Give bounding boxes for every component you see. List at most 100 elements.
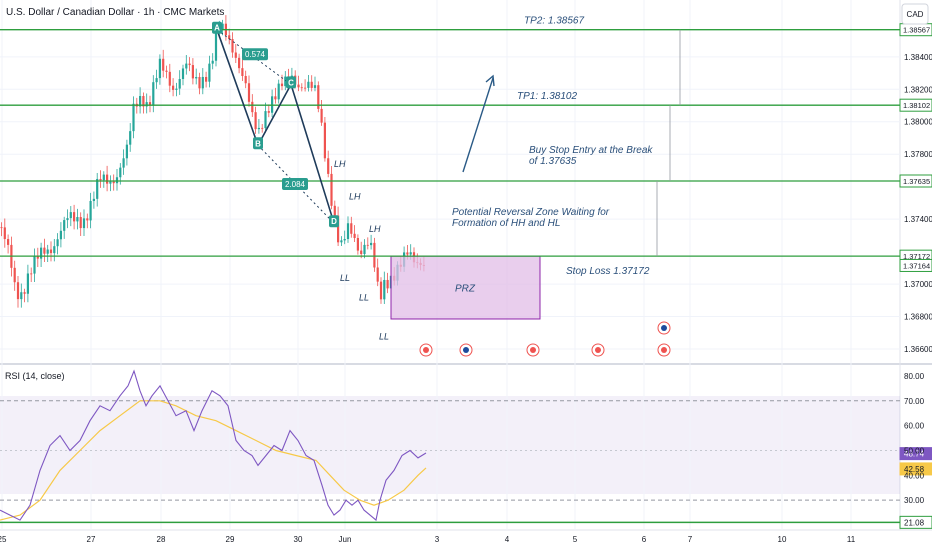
candle-body: [267, 111, 270, 113]
candle-body: [208, 63, 211, 82]
y-tick-label: 1.36800: [904, 313, 932, 322]
lightning-icon-core: [423, 347, 429, 353]
rsi-pane[interactable]: [0, 366, 900, 530]
currency-button[interactable]: [901, 3, 929, 25]
level-label: Stop Loss 1.37172: [566, 266, 650, 277]
candle-body: [370, 242, 373, 246]
event-icons: [419, 321, 671, 357]
x-tick-label: 5: [573, 535, 578, 544]
rsi-value-tag: [899, 447, 932, 461]
candle-body: [247, 83, 251, 102]
rsi-value-tag: [899, 515, 932, 529]
candle-body: [30, 273, 33, 275]
candle-body: [310, 81, 313, 88]
candle-body: [277, 83, 280, 100]
candle-body: [409, 252, 412, 255]
candle-body: [3, 227, 6, 240]
candle-body: [33, 255, 36, 274]
rsi-tick-label: 30.00: [904, 496, 925, 505]
candle-body: [343, 239, 346, 241]
candle-body: [162, 58, 165, 71]
rsi-line: [0, 369, 427, 522]
x-tick-label: 30: [294, 535, 303, 544]
wave-label: LL: [340, 273, 350, 283]
pattern-ratio-badge: [282, 178, 308, 191]
harmonic-pattern: A B C D 0.574 2.084 LH LH LH LL LL LL: [212, 21, 389, 341]
prz-note: Potential Reversal Zone Waiting for: [452, 207, 610, 218]
candle-body: [82, 218, 86, 229]
pattern-legs[interactable]: [216, 29, 335, 224]
candle-body: [234, 52, 237, 58]
candle-body: [264, 111, 267, 129]
candle-body: [13, 267, 16, 283]
pattern-point[interactable]: [212, 21, 222, 34]
candle-body: [379, 281, 383, 300]
candle-body: [79, 217, 82, 229]
candle-body: [175, 88, 178, 90]
pattern-ratio-label: 0.574: [245, 50, 266, 59]
candle-body: [92, 198, 95, 201]
candle-body: [271, 96, 274, 113]
candle-body: [53, 246, 56, 254]
pattern-ratio-badge: [242, 48, 268, 61]
y-tick-label: 1.36600: [904, 345, 932, 354]
candle-body: [46, 249, 49, 254]
candle-body: [20, 292, 23, 300]
candle-body: [188, 63, 191, 66]
flag-us-icon-core: [463, 347, 469, 353]
candle-body: [373, 242, 376, 268]
candle-body: [360, 250, 363, 255]
candle-body: [145, 102, 148, 107]
candle-body: [43, 247, 46, 254]
candle-body: [330, 173, 333, 206]
wave-label: LL: [359, 292, 369, 302]
flag-us-icon-core: [661, 325, 667, 331]
candle-body: [0, 227, 3, 229]
pattern-point[interactable]: [253, 137, 263, 150]
rsi-lines: [0, 369, 900, 524]
wave-label: LL: [379, 331, 389, 341]
prz-note: Formation of HH and HL: [452, 218, 560, 229]
candle-body: [356, 238, 359, 251]
level-price-tag-label: 1.38567: [903, 26, 930, 35]
candle-body: [228, 35, 231, 40]
pattern-point[interactable]: [286, 76, 296, 89]
candle-body: [313, 85, 317, 88]
candle-body: [139, 96, 142, 107]
candle-body: [300, 87, 303, 89]
candle-body: [214, 32, 218, 61]
x-tick-label: 7: [688, 535, 693, 544]
prz-box-label: PRZ: [455, 284, 476, 295]
wave-label: LH: [334, 159, 346, 169]
candle-body: [366, 244, 369, 246]
candle-body: [185, 63, 188, 69]
candle-body: [201, 76, 204, 89]
candle-body: [178, 79, 181, 89]
candle-body: [304, 87, 307, 89]
wave-label: LH: [349, 192, 361, 202]
candle-body: [7, 239, 10, 245]
candle-body: [89, 200, 92, 221]
candle-body: [346, 223, 350, 240]
candle-body: [99, 178, 102, 181]
rsi-tick-label: 60.00: [904, 422, 925, 431]
wave-label: LH: [369, 224, 381, 234]
pattern-point-label: C: [288, 78, 294, 87]
x-tick-label: Jun: [339, 535, 352, 544]
x-tick-label: 11: [847, 535, 856, 544]
candle-body: [353, 233, 356, 239]
candle-body: [241, 68, 244, 77]
candle-body: [86, 218, 89, 221]
pattern-point[interactable]: [329, 215, 339, 228]
candle-body: [307, 81, 310, 88]
y-tick-label: 1.37000: [904, 280, 932, 289]
x-tick-label: 28: [157, 535, 166, 544]
candle-body: [168, 71, 171, 86]
candle-body: [363, 244, 366, 255]
candle-body: [221, 23, 224, 30]
candle-body: [115, 177, 119, 184]
rsi-value-tag-label: 42.58: [904, 465, 925, 474]
candle-body: [205, 76, 208, 82]
y-tick-label: 1.38200: [904, 85, 932, 94]
